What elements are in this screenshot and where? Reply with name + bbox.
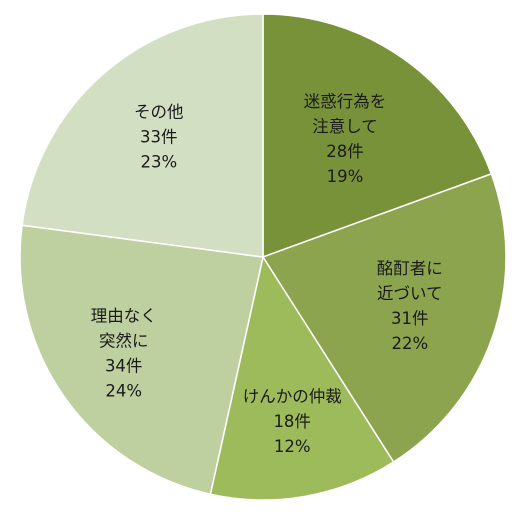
slice-0-name-line-1-label: 注意して <box>312 117 378 136</box>
slice-1-name-line-0-label: 酩酊者に <box>377 259 443 278</box>
slice-0-percent-label: 19% <box>327 167 364 186</box>
slice-4-count-label: 33件 <box>140 128 178 147</box>
pie-slice-3 <box>19 224 264 496</box>
pie-slice-4 <box>21 13 264 258</box>
pie-slice-0 <box>262 13 493 259</box>
slice-label-group-4: その他 33件 23% <box>134 103 184 172</box>
pie-slice-1 <box>261 172 507 463</box>
slice-0-name-line-0-label: 迷惑行為を <box>304 92 387 111</box>
slice-1-count-label: 31件 <box>391 309 429 328</box>
slice-4-percent-label: 23% <box>140 153 177 172</box>
slice-3-percent-label: 24% <box>105 382 142 401</box>
pie-slice-2 <box>209 255 395 501</box>
slice-2-name-line-0-label: けんかの仲裁 <box>243 387 342 406</box>
slice-1-name-line-1-label: 近づいて <box>377 284 443 303</box>
slice-2-count-label: 18件 <box>273 412 311 431</box>
slice-3-name-line-0-label: 理由なく <box>91 307 157 326</box>
slice-0-count-label: 28件 <box>326 142 364 161</box>
slice-3-name-line-1-label: 突然に <box>99 332 149 351</box>
slice-4-name-line-0-label: その他 <box>134 103 184 122</box>
pie-slices <box>19 13 507 501</box>
slice-2-percent-label: 12% <box>274 437 311 456</box>
slice-3-count-label: 34件 <box>105 357 143 376</box>
slice-1-percent-label: 22% <box>391 334 428 353</box>
slice-label-group-2: けんかの仲裁 18件 12% <box>243 387 342 456</box>
